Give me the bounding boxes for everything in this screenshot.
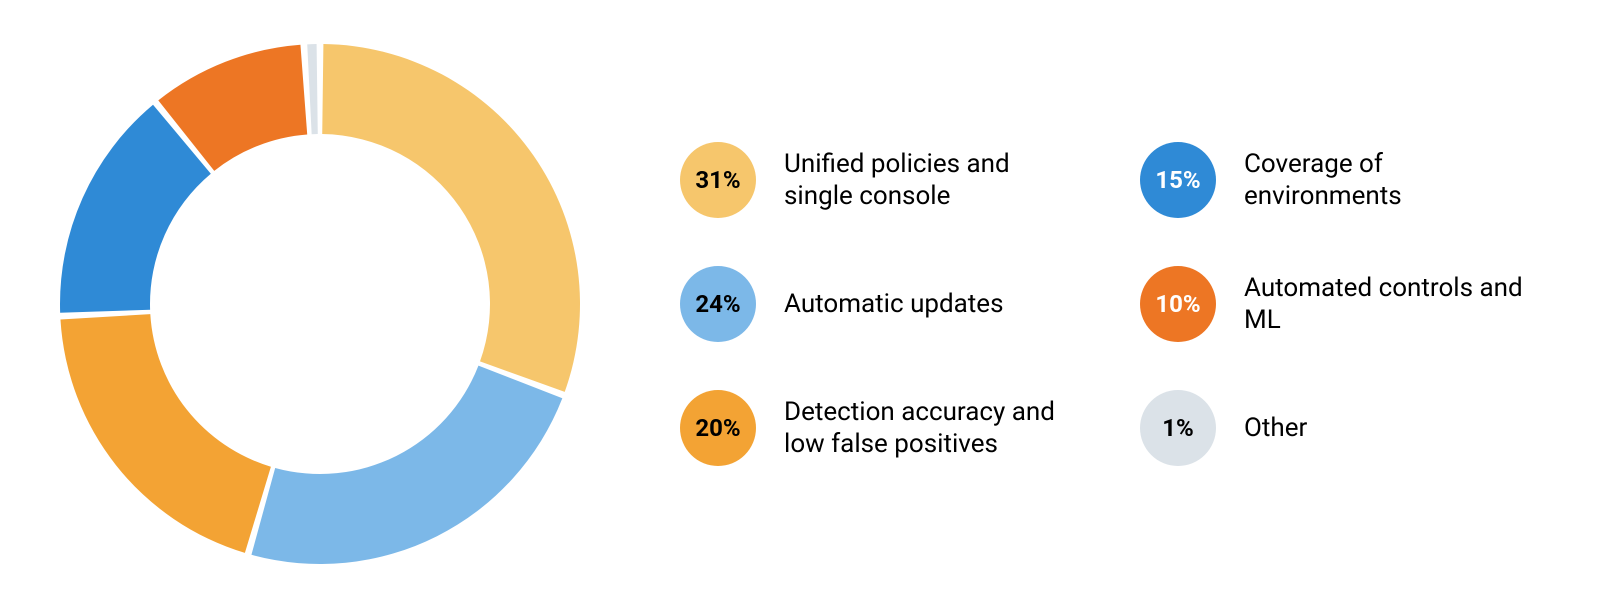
legend-badge-4: 10% <box>1140 266 1216 342</box>
legend-badge-1: 24% <box>680 266 756 342</box>
legend-column-1: 31% Unified policies and single console 24… <box>680 142 1080 466</box>
legend-item-1: 24% Automatic updates <box>680 266 1080 342</box>
legend-area: 31% Unified policies and single console 24… <box>640 142 1600 466</box>
legend-item-0: 31% Unified policies and single console <box>680 142 1080 218</box>
legend-label-3: Coverage of environments <box>1244 148 1540 213</box>
legend-label-1: Automatic updates <box>784 288 1004 321</box>
legend-item-5: 1% Other <box>1140 390 1540 466</box>
donut-segment-2 <box>60 314 270 553</box>
legend-badge-3: 15% <box>1140 142 1216 218</box>
donut-chart <box>40 24 600 584</box>
legend-label-0: Unified policies and single console <box>784 148 1080 213</box>
legend-label-4: Automated controls and ML <box>1244 272 1540 337</box>
donut-chart-area <box>0 0 640 608</box>
legend-column-2: 15% Coverage of environments 10% Automated … <box>1140 142 1540 466</box>
legend-label-5: Other <box>1244 412 1307 445</box>
legend-item-2: 20% Detection accuracy and low false posi… <box>680 390 1080 466</box>
legend-badge-2: 20% <box>680 390 756 466</box>
donut-segment-5 <box>307 44 318 134</box>
legend-item-3: 15% Coverage of environments <box>1140 142 1540 218</box>
legend-badge-0: 31% <box>680 142 756 218</box>
donut-segment-1 <box>251 366 562 564</box>
legend-label-2: Detection accuracy and low false positiv… <box>784 396 1080 461</box>
donut-segment-0 <box>322 44 580 392</box>
legend-item-4: 10% Automated controls and ML <box>1140 266 1540 342</box>
legend-badge-5: 1% <box>1140 390 1216 466</box>
chart-container: 31% Unified policies and single console 24… <box>0 0 1600 608</box>
